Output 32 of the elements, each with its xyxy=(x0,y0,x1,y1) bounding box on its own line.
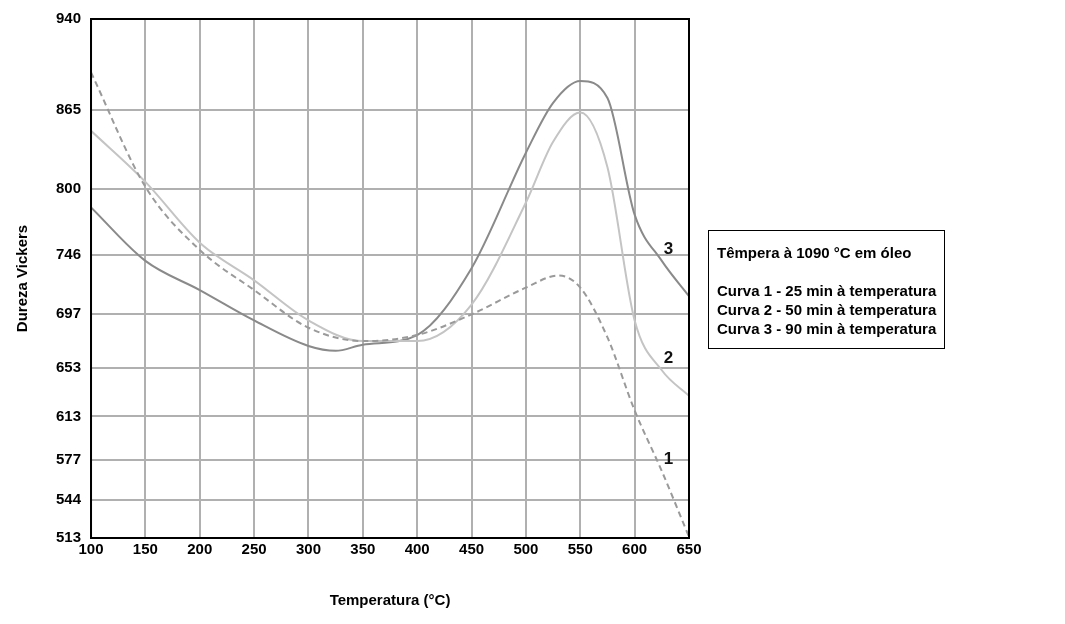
line-series xyxy=(91,79,689,352)
y-tick-label: 577 xyxy=(56,450,82,468)
x-tick-label: 500 xyxy=(513,540,539,558)
y-tick-label: 800 xyxy=(56,179,82,197)
series-label: 3 xyxy=(663,238,674,258)
x-tick-label: 200 xyxy=(187,540,213,558)
y-tick-label: 940 xyxy=(56,9,82,27)
y-tick-label: 613 xyxy=(56,406,82,424)
y-tick-label: 697 xyxy=(56,304,82,322)
x-tick-label: 600 xyxy=(622,540,648,558)
text: Curva 1 - 25 min à temperatura xyxy=(717,281,937,300)
text: Curva 2 - 50 min à temperatura xyxy=(717,300,937,319)
series-label: 1 xyxy=(663,448,674,468)
y-tick-label: 653 xyxy=(56,357,82,375)
line-series xyxy=(91,71,689,538)
text: Curva 3 - 90 min à temperatura xyxy=(717,319,937,338)
x-tick-label: 400 xyxy=(404,540,430,558)
y-tick-label: 746 xyxy=(56,244,82,262)
x-axis-title: Temperatura (°C) xyxy=(329,591,451,609)
y-tick-label: 544 xyxy=(56,490,82,508)
x-tick-label: 350 xyxy=(350,540,376,558)
x-tick-label: 450 xyxy=(459,540,485,558)
x-tick-label: 550 xyxy=(567,540,593,558)
series-label: 2 xyxy=(663,347,674,367)
x-tick-label: 150 xyxy=(132,540,158,558)
y-tick-label: 865 xyxy=(56,100,82,118)
text: Têmpera à 1090 °C em óleo xyxy=(717,243,913,262)
y-axis-title: Dureza Vickers xyxy=(13,224,31,333)
line-series xyxy=(91,111,689,397)
x-tick-label: 300 xyxy=(295,540,321,558)
x-tick-label: 650 xyxy=(676,540,702,558)
x-tick-label: 250 xyxy=(241,540,267,558)
